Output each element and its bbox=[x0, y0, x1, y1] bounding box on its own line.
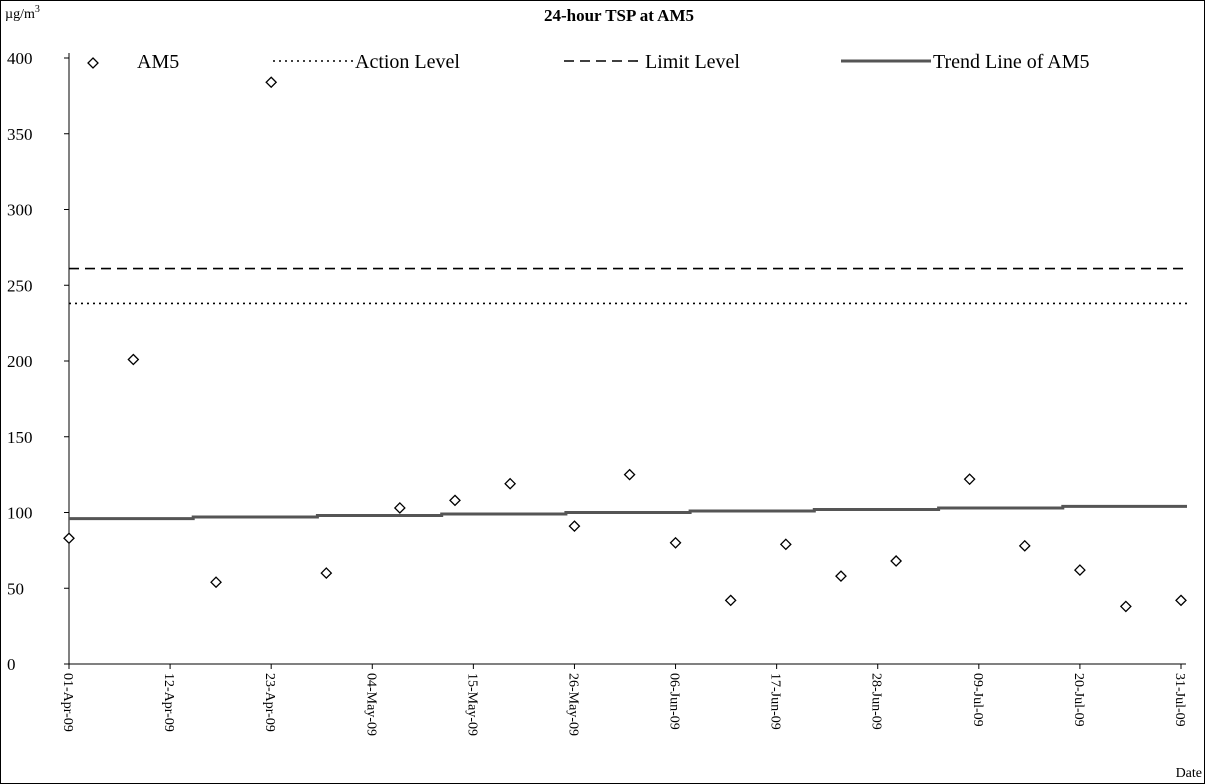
data-point-am5 bbox=[127, 353, 140, 366]
x-tick-label: 26-May-09 bbox=[565, 673, 580, 736]
y-unit-text: µg/m bbox=[5, 7, 35, 22]
x-tick-label: 01-Apr-09 bbox=[60, 673, 75, 732]
y-tick-label: 350 bbox=[7, 125, 33, 144]
legend-label: AM5 bbox=[137, 51, 179, 73]
data-point-am5 bbox=[890, 555, 903, 567]
data-points bbox=[63, 76, 1187, 613]
x-tick-label: 15-May-09 bbox=[464, 673, 479, 736]
reference-lines bbox=[69, 267, 1187, 521]
data-point-am5 bbox=[779, 538, 792, 551]
data-point-am5 bbox=[504, 477, 517, 490]
data-point-am5 bbox=[568, 520, 581, 533]
chart-title: 24-hour TSP at AM5 bbox=[544, 6, 694, 25]
y-tick-label: 300 bbox=[7, 201, 33, 220]
x-tick-label: 31-Jul-09 bbox=[1172, 673, 1187, 727]
y-tick-label: 250 bbox=[7, 276, 33, 295]
x-tick-label: 04-May-09 bbox=[363, 673, 378, 736]
legend-symbol-am5 bbox=[87, 57, 99, 69]
y-unit-superscript: 3 bbox=[35, 4, 40, 15]
x-tick-label: 20-Jul-09 bbox=[1071, 673, 1086, 727]
data-point-am5 bbox=[63, 532, 75, 545]
y-tick-label: 0 bbox=[7, 655, 16, 674]
data-point-am5 bbox=[623, 468, 636, 481]
data-point-am5 bbox=[1119, 600, 1132, 613]
legend-label: Action Level bbox=[355, 51, 460, 73]
legend-label: Trend Line of AM5 bbox=[933, 51, 1089, 73]
y-unit-label: µg/m3 bbox=[5, 4, 40, 22]
x-axis-label: Date bbox=[1176, 766, 1202, 781]
x-tick-label: 09-Jul-09 bbox=[970, 673, 985, 727]
data-point-am5 bbox=[1073, 564, 1086, 576]
legend-label: Limit Level bbox=[645, 51, 740, 73]
y-tick-label: 150 bbox=[7, 428, 33, 447]
y-tick-label: 50 bbox=[7, 579, 24, 598]
x-tick-label: 28-Jun-09 bbox=[869, 673, 884, 730]
axes: 0 50 100 150 200 250 300 350 400 01-Apr-09 12-Apr-… bbox=[7, 49, 1187, 736]
data-point-am5 bbox=[393, 502, 406, 514]
data-point-am5 bbox=[963, 473, 976, 486]
y-tick-label: 200 bbox=[7, 352, 33, 371]
data-point-am5 bbox=[835, 570, 847, 583]
data-point-am5 bbox=[449, 494, 461, 507]
y-tick-label: 100 bbox=[7, 504, 33, 523]
x-tick-label: 12-Apr-09 bbox=[161, 673, 176, 732]
data-point-am5 bbox=[210, 576, 222, 589]
x-tick-label: 06-Jun-09 bbox=[667, 673, 682, 730]
data-point-am5 bbox=[669, 536, 682, 549]
data-point-am5 bbox=[1018, 539, 1031, 552]
legend: AM5 Action Level Limit Level Trend Line of … bbox=[87, 51, 1089, 73]
trend-line bbox=[69, 504, 1187, 521]
data-point-am5 bbox=[1175, 594, 1187, 607]
data-point-am5 bbox=[320, 567, 333, 580]
data-point-am5 bbox=[724, 594, 737, 607]
x-tick-label: 23-Apr-09 bbox=[262, 673, 277, 732]
data-point-am5 bbox=[265, 76, 278, 89]
x-tick-label: 17-Jun-09 bbox=[768, 673, 783, 730]
y-tick-label: 400 bbox=[7, 49, 33, 68]
